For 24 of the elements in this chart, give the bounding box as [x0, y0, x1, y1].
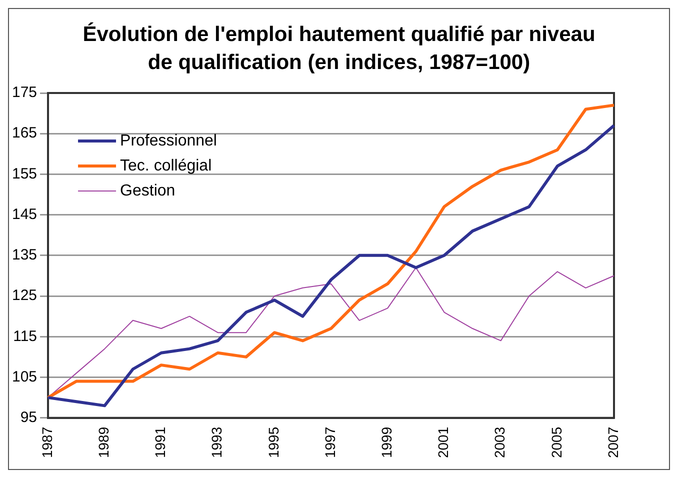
legend-label: Professionnel: [120, 132, 217, 150]
x-tick-label: 1989: [95, 426, 112, 458]
x-tick-label: 2003: [492, 426, 508, 458]
y-tick-label: 145: [12, 206, 38, 223]
x-tick-label: 1987: [38, 426, 55, 458]
x-tick-label: 1997: [322, 426, 338, 458]
x-tick-label: 2001: [435, 426, 452, 458]
y-tick-label: 155: [12, 165, 38, 182]
x-tick-label: 1991: [152, 426, 168, 458]
x-tick-label: 1995: [265, 426, 282, 458]
y-tick-label: 95: [20, 408, 38, 426]
x-tick-label: 1999: [378, 426, 394, 458]
chart-title: Évolution de l'emploi hautement qualifié par niveau de qualification (en indices, 1987=100): [82, 21, 596, 76]
y-tick-label: 125: [12, 287, 38, 304]
legend-label: Gestion: [120, 182, 176, 200]
y-tick-label: 105: [12, 368, 38, 386]
y-tick-label: 135: [12, 246, 38, 264]
y-tick-label: 115: [13, 328, 38, 345]
x-tick-label: 1993: [208, 426, 225, 458]
x-tick-label: 2007: [604, 426, 621, 458]
y-tick-label: 165: [12, 124, 38, 142]
y-tick-label: 175: [12, 84, 38, 102]
x-tick-label: 2005: [548, 426, 564, 458]
legend-label: Tec. collégial: [120, 157, 212, 174]
